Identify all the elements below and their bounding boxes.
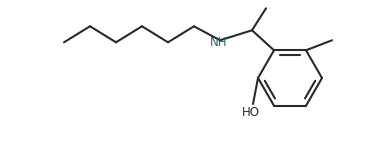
Text: HO: HO: [242, 106, 260, 119]
Text: NH: NH: [210, 36, 228, 49]
